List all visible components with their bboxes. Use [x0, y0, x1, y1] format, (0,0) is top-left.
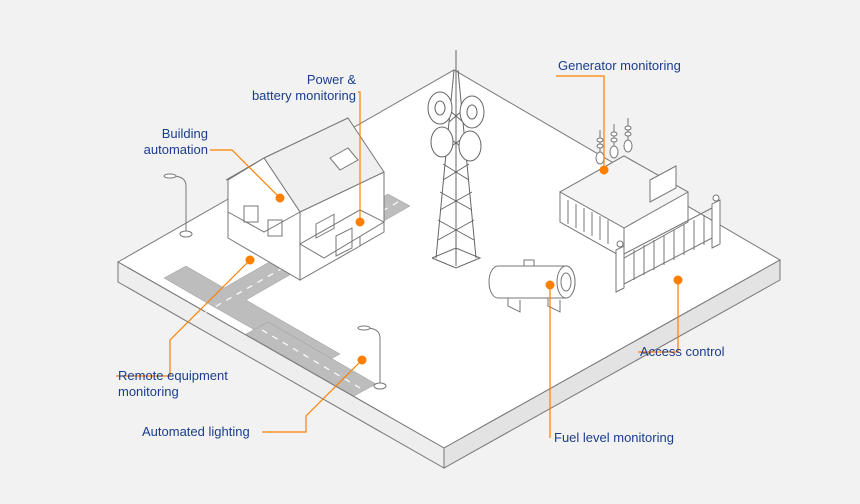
label-building-automation: Building automation	[0, 126, 208, 159]
diagram-stage: Building automation Power & battery moni…	[0, 0, 860, 504]
label-remote-equipment: Remote equipment monitoring	[118, 368, 228, 401]
label-access-control: Access control	[640, 344, 725, 360]
label-fuel-level: Fuel level monitoring	[554, 430, 674, 446]
label-power-battery: Power & battery monitoring	[0, 72, 356, 105]
label-generator-monitoring: Generator monitoring	[558, 58, 681, 74]
label-automated-lighting: Automated lighting	[142, 424, 250, 440]
